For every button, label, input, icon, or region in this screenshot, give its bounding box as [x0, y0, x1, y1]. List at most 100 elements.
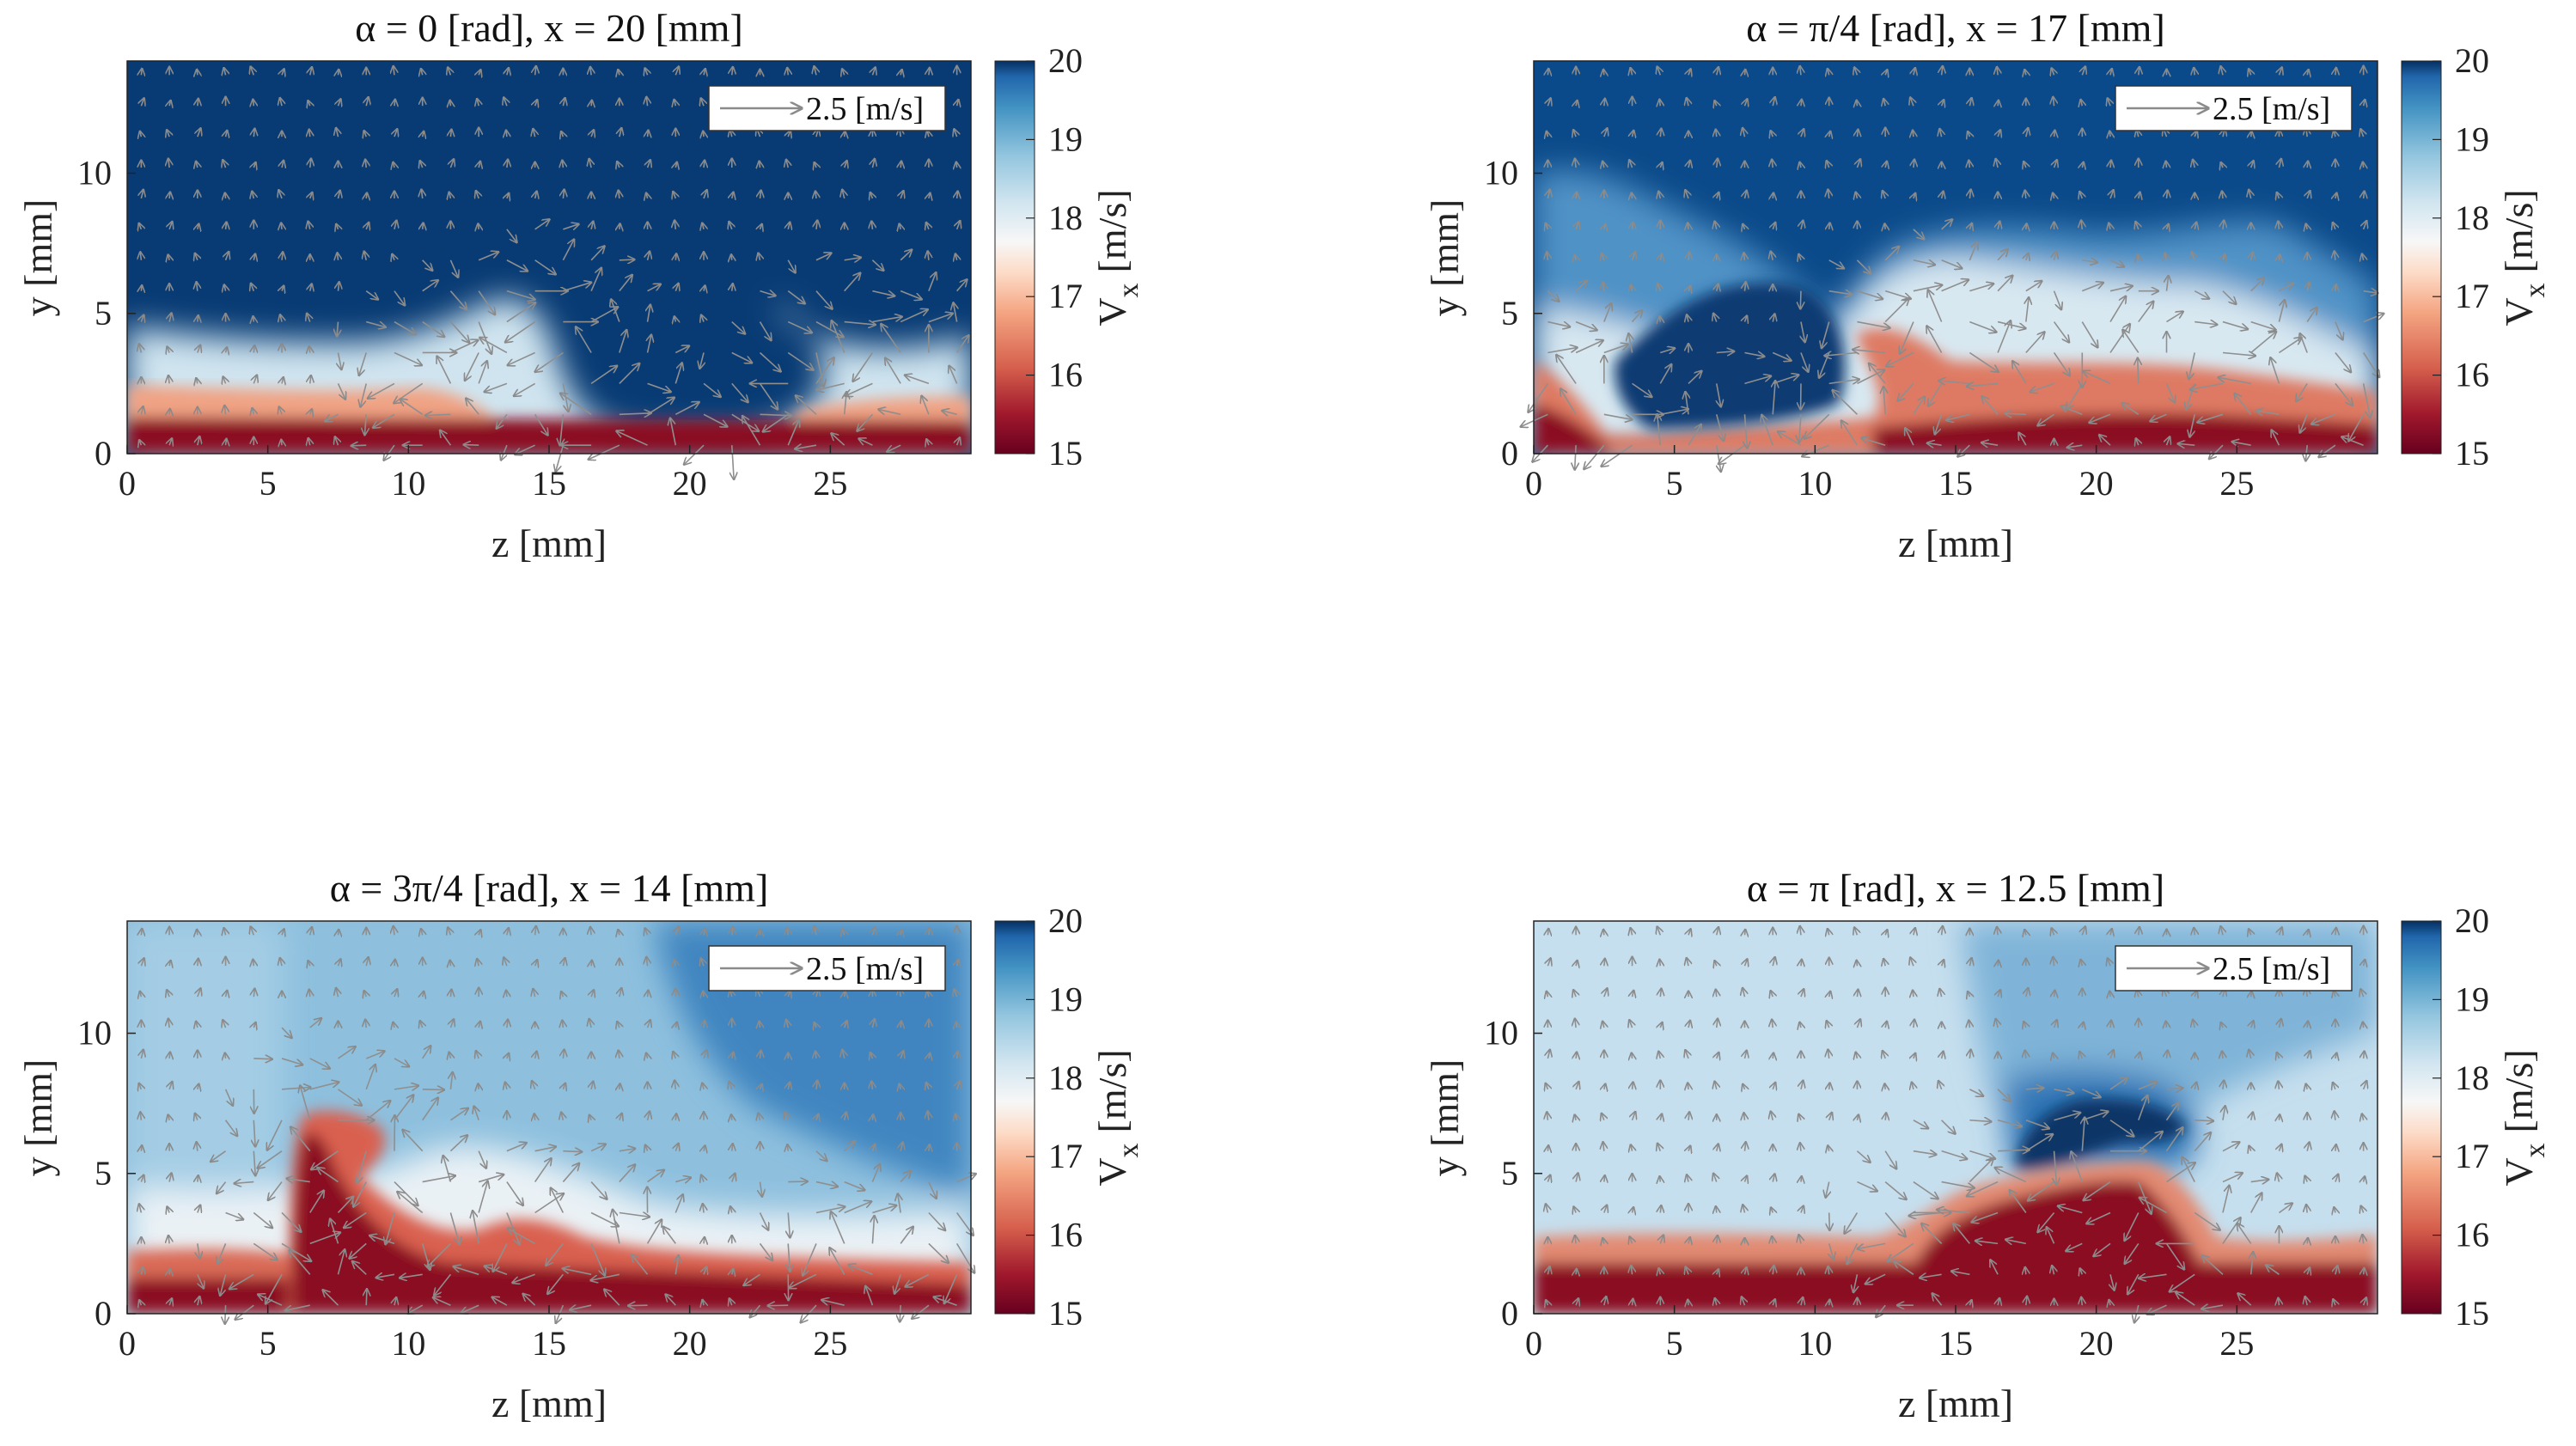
velocity-vector [2166, 162, 2167, 168]
velocity-vector [2279, 255, 2280, 260]
velocity-vector [2307, 70, 2308, 75]
velocity-vector [1801, 321, 1805, 342]
velocity-vector [141, 929, 142, 935]
velocity-vector [1869, 363, 1886, 384]
velocity-vector [287, 1179, 310, 1182]
velocity-vector [1773, 223, 1775, 229]
velocity-vector [376, 1274, 395, 1278]
velocity-vector [926, 223, 929, 229]
velocity-vector [1633, 252, 1636, 261]
velocity-vector [426, 414, 451, 415]
velocity-vector [450, 1020, 454, 1028]
velocity-vector [169, 961, 170, 966]
velocity-vector [2025, 333, 2044, 354]
y-tick-label: 5 [95, 294, 112, 333]
x-tick-label: 10 [1798, 464, 1832, 503]
velocity-vector [957, 221, 961, 230]
velocity-vector [2109, 131, 2110, 137]
velocity-vector [870, 192, 872, 198]
velocity-vector [1576, 222, 1578, 229]
velocity-vector [1744, 376, 1771, 385]
velocity-vector [563, 190, 564, 199]
velocity-vector [1828, 291, 1852, 295]
x-tick-label: 25 [813, 1324, 847, 1363]
velocity-vector [666, 1295, 676, 1306]
velocity-vector [1969, 223, 1971, 229]
velocity-vector [1688, 161, 1690, 168]
velocity-vector [1801, 100, 1802, 106]
velocity-vector [1659, 960, 1660, 966]
velocity-vector [888, 444, 901, 452]
velocity-vector [504, 98, 507, 107]
velocity-vector [900, 1022, 901, 1028]
velocity-vector [141, 190, 143, 199]
velocity-vector [619, 275, 632, 292]
x-tick-label: 20 [673, 464, 707, 503]
velocity-vector [336, 988, 338, 998]
velocity-vector [300, 1086, 311, 1120]
velocity-vector [1687, 98, 1688, 107]
velocity-vector [675, 67, 679, 76]
velocity-vector [167, 131, 169, 137]
velocity-vector [427, 1242, 451, 1266]
legend-label: 2.5 [m/s] [2213, 951, 2330, 987]
velocity-vector [2251, 162, 2254, 168]
velocity-vector [732, 1144, 733, 1151]
velocity-vector [2099, 435, 2111, 446]
velocity-vector [2110, 191, 2114, 199]
velocity-vector [2024, 162, 2025, 168]
velocity-vector [1857, 130, 1858, 137]
velocity-vector [1716, 130, 1717, 137]
velocity-vector [440, 430, 452, 446]
velocity-vector [473, 1211, 479, 1244]
colorbar-tick-label: 18 [1048, 198, 1083, 237]
velocity-vector [253, 1242, 277, 1260]
velocity-vector [1927, 443, 1942, 445]
velocity-vector [2053, 193, 2054, 198]
velocity-vector [1884, 1084, 1885, 1089]
y-tick-label: 0 [1501, 434, 1518, 473]
velocity-vector [1631, 69, 1633, 76]
velocity-vector [224, 69, 226, 76]
velocity-vector [591, 222, 593, 230]
velocity-vector [2192, 252, 2195, 261]
velocity-vector [198, 1297, 199, 1306]
velocity-vector [1603, 283, 1604, 291]
velocity-vector [1575, 159, 1576, 168]
velocity-vector [1857, 990, 1858, 997]
velocity-vector [2364, 1268, 2365, 1274]
velocity-vector [1801, 1177, 1802, 1182]
velocity-vector [1660, 989, 1661, 998]
velocity-vector [535, 961, 537, 967]
velocity-vector [2219, 377, 2251, 385]
velocity-vector [1547, 99, 1550, 106]
x-tick-label: 25 [2219, 464, 2254, 503]
velocity-vector [563, 958, 565, 967]
velocity-vector [420, 1022, 423, 1028]
x-tick-label: 20 [2079, 1324, 2114, 1363]
velocity-vector [2136, 222, 2139, 229]
velocity-vector [605, 1290, 620, 1306]
velocity-vector [198, 1205, 200, 1212]
velocity-vector [1547, 320, 1569, 327]
velocity-vector [196, 162, 198, 168]
velocity-vector [535, 101, 537, 107]
velocity-vector [1658, 192, 1660, 198]
velocity-vector [619, 191, 620, 199]
velocity-vector [433, 1297, 451, 1306]
velocity-vector [507, 1053, 509, 1059]
velocity-vector [169, 439, 172, 445]
velocity-vector [394, 990, 397, 997]
velocity-vector [759, 351, 781, 371]
velocity-vector [226, 348, 227, 353]
velocity-vector [1659, 364, 1671, 384]
velocity-vector [675, 927, 679, 936]
velocity-vector [591, 961, 592, 966]
velocity-vector [702, 223, 704, 229]
velocity-vector [506, 1143, 527, 1152]
velocity-vector [280, 958, 282, 967]
velocity-vector [450, 130, 451, 137]
velocity-vector [591, 1273, 620, 1280]
velocity-vector [2364, 100, 2365, 106]
vector-field [139, 66, 968, 479]
